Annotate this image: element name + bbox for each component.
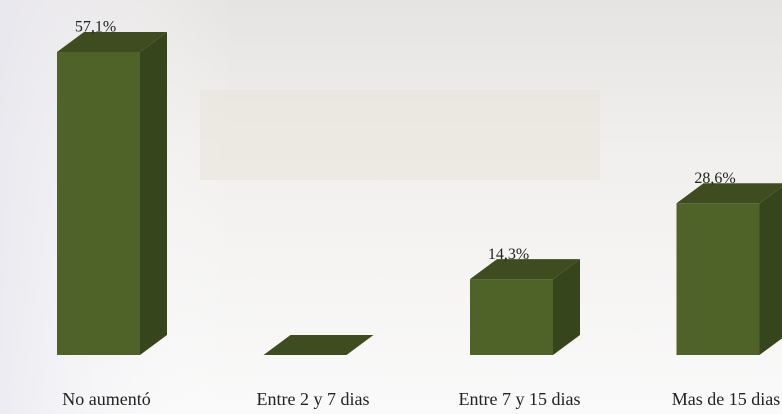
value-label: 28,6% <box>694 170 735 187</box>
bar-front <box>676 203 760 355</box>
background-photo <box>200 90 600 180</box>
bar <box>676 183 782 355</box>
bar-top <box>57 32 167 52</box>
x-tick-label: Entre 7 y 15 dias <box>459 389 581 409</box>
x-tick-label: Entre 2 y 7 dias <box>257 389 370 409</box>
value-label: 57,1% <box>75 19 116 36</box>
bar-front <box>57 52 140 355</box>
bar <box>263 335 374 355</box>
bar-front <box>470 279 553 355</box>
bar <box>57 32 167 355</box>
bar-side <box>553 259 580 355</box>
bar-side <box>140 32 167 355</box>
value-label: 14,3% <box>488 246 529 263</box>
bar-top <box>263 335 374 355</box>
bar <box>470 259 580 355</box>
bar-top <box>470 259 580 280</box>
bar-side <box>759 186 782 355</box>
bar-top <box>676 183 782 204</box>
x-tick-label: No aumentó <box>62 389 150 409</box>
x-tick-label: Mas de 15 dias <box>672 389 780 409</box>
